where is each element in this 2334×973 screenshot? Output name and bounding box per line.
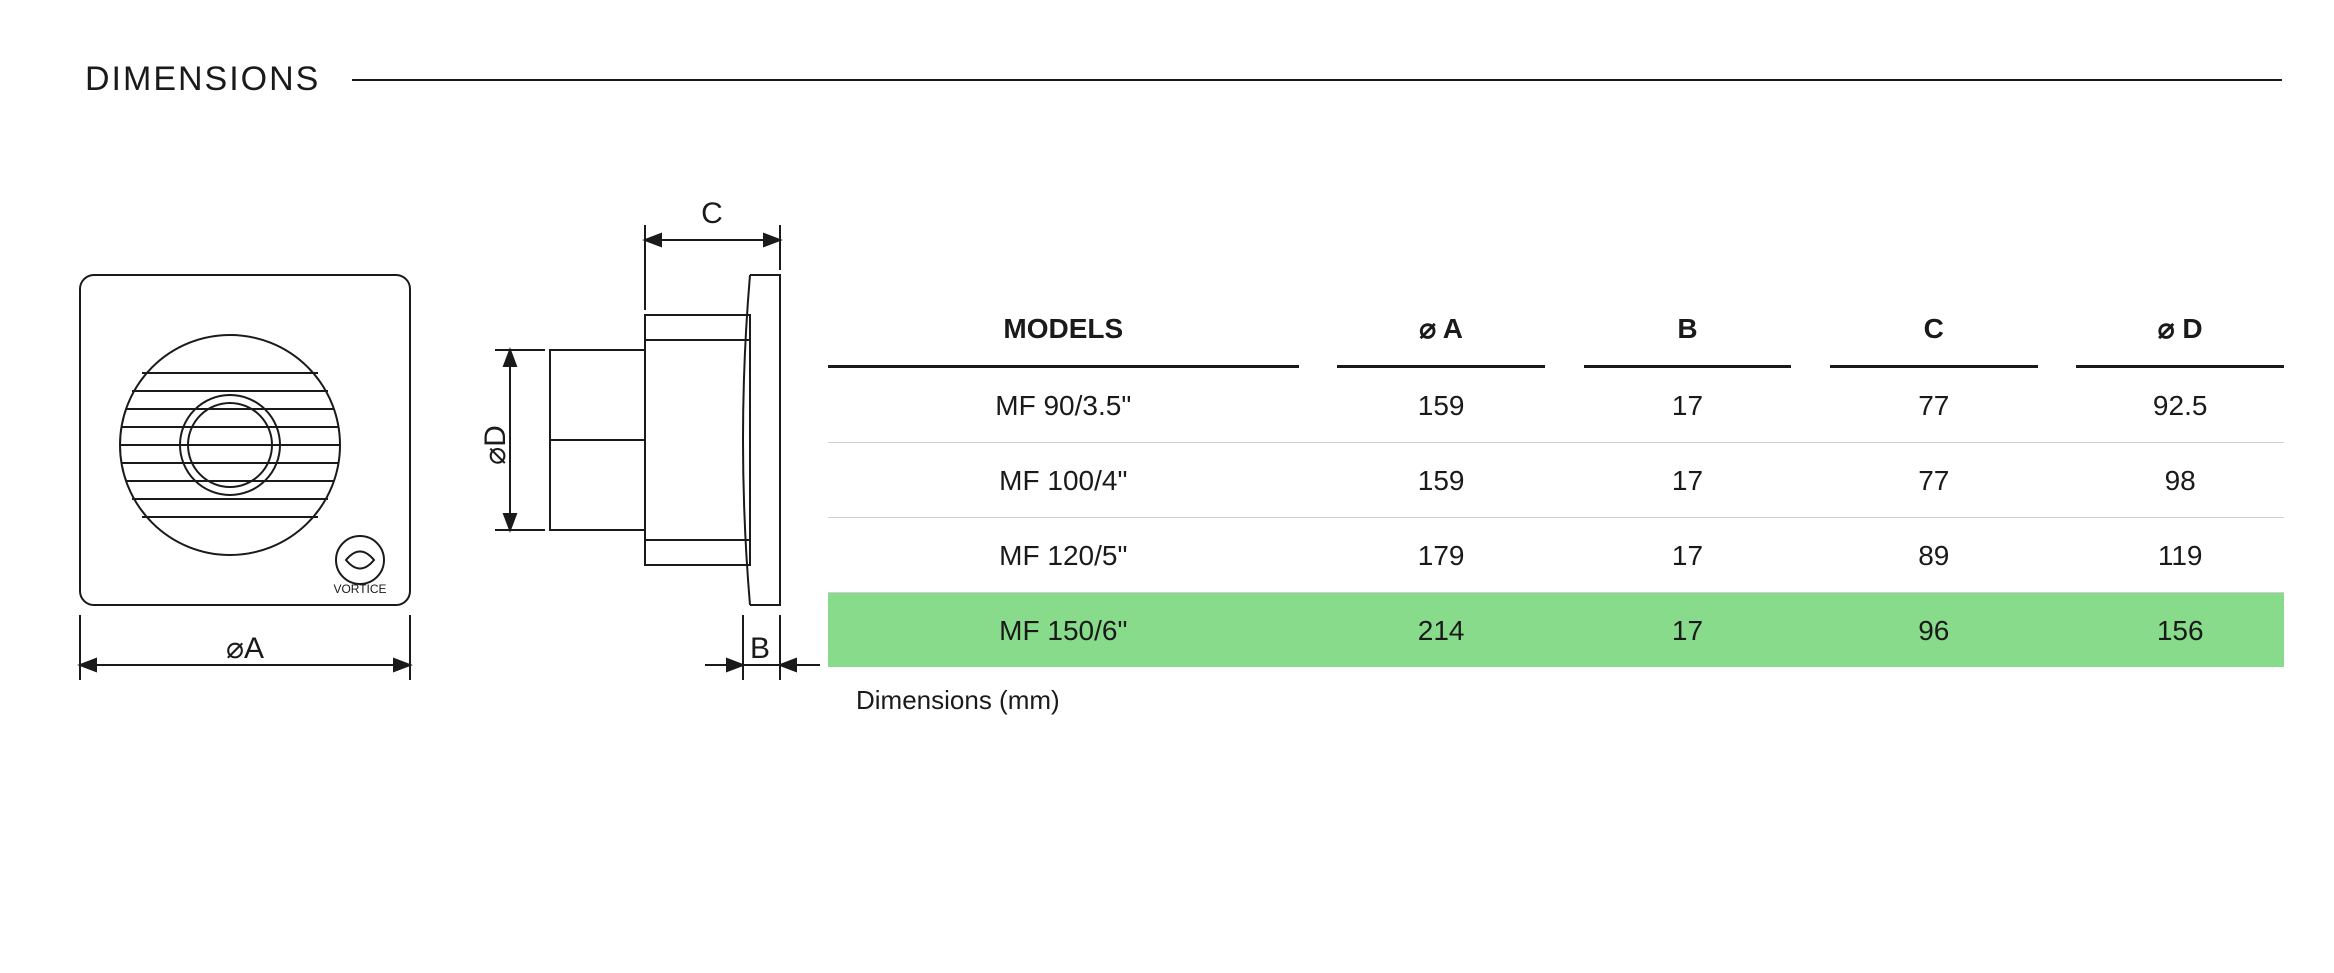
cell-b: 17 bbox=[1584, 443, 1792, 518]
cell-b: 17 bbox=[1584, 518, 1792, 593]
cell-c: 96 bbox=[1830, 593, 2038, 668]
dimensions-table-wrap: MODELS ⌀ A B C ⌀ D MF 90/3.5" 159 17 77 92.5… bbox=[828, 290, 2284, 716]
table-caption: Dimensions (mm) bbox=[828, 685, 2284, 716]
cell-a: 159 bbox=[1337, 443, 1545, 518]
cell-d: 156 bbox=[2076, 593, 2284, 668]
section-heading: DIMENSIONS bbox=[85, 60, 320, 99]
cell-d: 92.5 bbox=[2076, 367, 2284, 443]
cell-d: 98 bbox=[2076, 443, 2284, 518]
col-header-models: MODELS bbox=[828, 290, 1299, 367]
table-row: MF 100/4" 159 17 77 98 bbox=[828, 443, 2284, 518]
cell-a: 179 bbox=[1337, 518, 1545, 593]
dim-label-c: C bbox=[701, 197, 723, 230]
dim-label-d: ⌀D bbox=[479, 425, 512, 465]
cell-b: 17 bbox=[1584, 367, 1792, 443]
cell-a: 214 bbox=[1337, 593, 1545, 668]
cell-model: MF 150/6" bbox=[828, 593, 1299, 668]
dim-label-b: B bbox=[750, 632, 770, 665]
cell-c: 77 bbox=[1830, 443, 2038, 518]
brand-label: VORTICE bbox=[333, 582, 386, 596]
table-row: MF 150/6" 214 17 96 156 bbox=[828, 593, 2284, 668]
heading-rule bbox=[352, 79, 2282, 81]
dimensions-table: MODELS ⌀ A B C ⌀ D MF 90/3.5" 159 17 77 92.5… bbox=[828, 290, 2284, 667]
table-header-row: MODELS ⌀ A B C ⌀ D bbox=[828, 290, 2284, 367]
cell-model: MF 100/4" bbox=[828, 443, 1299, 518]
col-header-b: B bbox=[1584, 290, 1792, 367]
cell-d: 119 bbox=[2076, 518, 2284, 593]
cell-a: 159 bbox=[1337, 367, 1545, 443]
cell-c: 77 bbox=[1830, 367, 2038, 443]
dimension-diagrams: ⌀A B C ⌀D VORTICE bbox=[60, 165, 820, 900]
cell-c: 89 bbox=[1830, 518, 2038, 593]
table-row: MF 120/5" 179 17 89 119 bbox=[828, 518, 2284, 593]
table-row: MF 90/3.5" 159 17 77 92.5 bbox=[828, 367, 2284, 443]
col-header-d: ⌀ D bbox=[2076, 290, 2284, 367]
diagram-svg: ⌀A B C ⌀D VORTICE bbox=[60, 165, 820, 895]
cell-b: 17 bbox=[1584, 593, 1792, 668]
cell-model: MF 120/5" bbox=[828, 518, 1299, 593]
col-header-c: C bbox=[1830, 290, 2038, 367]
section-heading-row: DIMENSIONS bbox=[85, 60, 2282, 99]
dim-label-a: ⌀A bbox=[226, 632, 264, 665]
col-header-a: ⌀ A bbox=[1337, 290, 1545, 367]
cell-model: MF 90/3.5" bbox=[828, 367, 1299, 443]
